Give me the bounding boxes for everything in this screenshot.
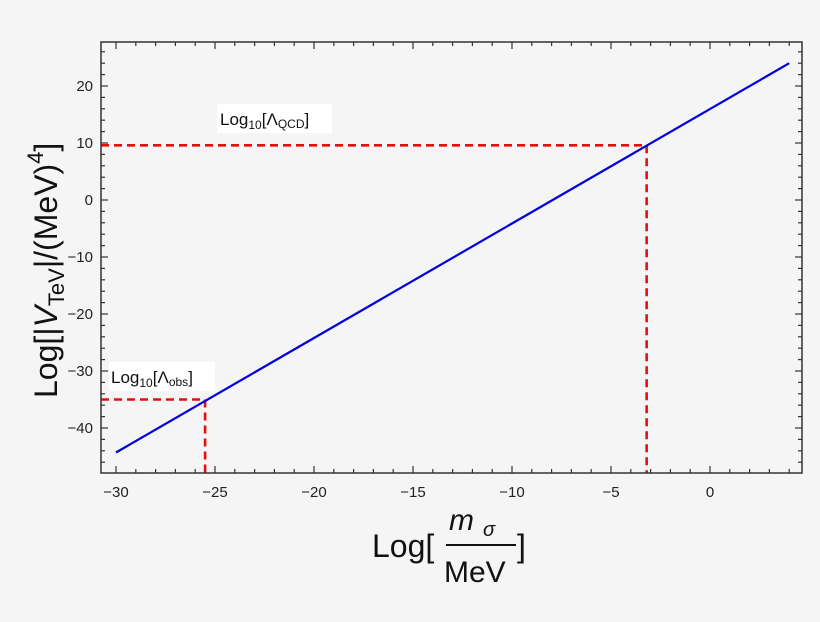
svg-text:Log[: Log[ [372, 528, 434, 564]
data-series [115, 62, 790, 454]
y-tick-label: 20 [76, 78, 93, 95]
x-tick-label: −15 [400, 484, 425, 501]
x-axis-label: Log[ m σ MeV ] [372, 504, 526, 589]
annotation-qcd-bg [217, 104, 332, 133]
y-tick-label: −10 [68, 249, 93, 266]
plot-frame [100, 41, 803, 474]
annotation-obs-bg [109, 362, 215, 391]
svg-text:]: ] [517, 528, 526, 564]
x-tick-label: −20 [301, 484, 326, 501]
svg-text:m: m [449, 504, 474, 537]
guide-lines [101, 143, 648, 473]
y-tick-label: 0 [85, 192, 93, 209]
y-tick-label: 10 [76, 135, 93, 152]
series-line [115, 62, 790, 454]
x-tick-label: 0 [706, 484, 714, 501]
y-tick-label: −30 [68, 363, 93, 380]
x-tick-label: −25 [202, 484, 227, 501]
y-tick-label: −40 [68, 420, 93, 437]
x-tick-label: −10 [499, 484, 524, 501]
svg-text:σ: σ [483, 519, 496, 541]
y-tick-label: −20 [68, 306, 93, 323]
x-tick-label: −30 [103, 484, 128, 501]
y-axis-label: Log[|VTeV|/(MeV)4] [23, 143, 69, 398]
svg-text:MeV: MeV [444, 556, 506, 589]
annotation-qcd: Log10[ΛQCD] [220, 110, 309, 132]
annotation-obs: Log10[Λobs] [111, 368, 193, 390]
tick-labels: −30 −25 −20 −15 −10 −5 0 −40 −30 −20 −10 0 10 20 [68, 78, 715, 501]
x-tick-label: −5 [602, 484, 619, 501]
